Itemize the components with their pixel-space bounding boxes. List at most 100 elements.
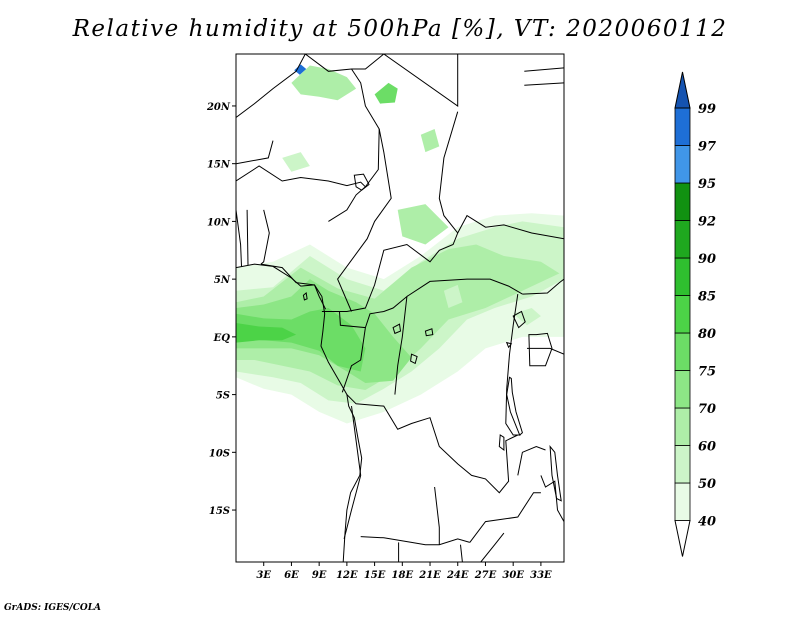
lon-tick-label: 33E: [530, 570, 552, 581]
country-boundary: [540, 475, 564, 522]
colorbar: 40 50 60 70 75 80 85 90 92 95 97 99: [674, 71, 716, 557]
colorbar-segment-40: [674, 482, 691, 521]
lake-outline: [498, 434, 505, 452]
humidity-area-60: [291, 65, 357, 101]
colorbar-segment-90: [674, 220, 691, 259]
lon-tick-label: 6E: [284, 570, 299, 581]
colorbar-label: 97: [698, 140, 716, 155]
colorbar-segment-97: [674, 107, 691, 146]
lon-tick-label: 24E: [446, 570, 469, 581]
map-title: Relative humidity at 500hPa [%], VT: 202…: [72, 16, 728, 42]
country-boundary: [343, 406, 362, 540]
country-boundary: [346, 394, 519, 494]
country-boundary: [339, 311, 366, 393]
country-boundary: [434, 486, 440, 545]
map-frame: [235, 53, 565, 563]
lon-tick-label: 21E: [418, 570, 441, 581]
humidity-area-60: [397, 204, 449, 245]
country-boundary: [517, 445, 546, 476]
country-boundary: [383, 54, 459, 107]
lake-outline: [392, 323, 402, 335]
humidity-area-50: [443, 284, 463, 308]
country-boundary: [236, 54, 306, 118]
lat-tick-label: 15S: [209, 506, 230, 517]
colorbar-label: 85: [698, 290, 716, 305]
country-boundary: [260, 263, 327, 310]
lake-outline: [424, 328, 434, 337]
colorbar-label: 80: [698, 327, 716, 342]
lon-tick-label: 9E: [312, 570, 327, 581]
axis-ticks: 3E 6E 9E 12E 15E 18E 21E 24E 27E 30E 33E 20N 15N 10N 5…: [206, 102, 552, 581]
humidity-area-75: [374, 82, 398, 104]
colorbar-top-triangle: [674, 71, 691, 109]
country-boundary: [524, 67, 564, 72]
colorbar-label: 50: [698, 477, 716, 492]
colorbar-segment-85: [674, 257, 691, 296]
lon-tick-label: 27E: [474, 570, 497, 581]
lat-tick-label: 15N: [207, 160, 231, 171]
lat-tick-label: 20N: [206, 102, 231, 113]
colorbar-label: 90: [698, 252, 716, 267]
country-boundary: [457, 214, 564, 240]
lat-tick-label: 5N: [214, 275, 231, 286]
lon-tick-label: 30E: [502, 570, 524, 581]
country-boundary: [236, 140, 274, 165]
credit-label: GrADS: IGES/COLA: [4, 603, 102, 613]
colorbar-segment-95: [674, 145, 691, 184]
country-boundary: [321, 111, 459, 312]
country-boundary: [360, 536, 470, 546]
humidity-area-50: [282, 152, 310, 172]
colorbar-label: 60: [698, 440, 716, 455]
coastline: [236, 263, 363, 562]
country-boundary: [505, 294, 521, 436]
country-boundary: [527, 347, 564, 355]
lon-tick-label: 18E: [392, 570, 414, 581]
humidity-area-97: [294, 64, 307, 75]
country-boundary: [460, 544, 463, 562]
colorbar-segment-92: [674, 182, 691, 221]
map-content: [236, 54, 564, 562]
humidity-area-80: [236, 323, 297, 343]
lake-outline: [410, 353, 418, 365]
country-boundary: [236, 209, 242, 267]
colorbar-label: 40: [698, 515, 716, 530]
colorbar-label: 95: [698, 177, 716, 192]
colorbar-segment-70: [674, 370, 691, 409]
humidity-area-60: [420, 129, 440, 153]
country-boundary: [480, 532, 505, 562]
lake-outline: [528, 332, 553, 367]
country-boundary: [337, 128, 392, 312]
country-boundary: [524, 82, 564, 86]
humidity-area-75: [236, 308, 366, 372]
lon-tick-label: 15E: [364, 570, 386, 581]
colorbar-segment-75: [674, 332, 691, 371]
colorbar-bottom-triangle: [674, 520, 691, 557]
colorbar-segment-50: [674, 445, 691, 484]
country-boundary: [364, 295, 408, 395]
lake-outline: [302, 292, 308, 301]
lake-outline: [505, 341, 513, 349]
colorbar-segment-80: [674, 295, 691, 334]
colorbar-label: 92: [698, 215, 716, 230]
colorbar-label: 70: [698, 402, 716, 417]
lon-tick-label: 12E: [336, 570, 358, 581]
country-boundary: [469, 492, 541, 543]
lake-outline: [512, 310, 526, 329]
lat-tick-label: 5S: [216, 391, 230, 402]
lake-outline: [353, 173, 370, 191]
lon-tick-label: 3E: [256, 570, 271, 581]
country-boundary: [260, 209, 270, 265]
colorbar-label: 99: [698, 102, 716, 117]
country-boundary: [406, 278, 523, 297]
country-boundary: [236, 165, 366, 188]
lat-tick-label: 10N: [207, 217, 231, 228]
lat-tick-label: 10S: [209, 448, 230, 459]
colorbar-label: 75: [698, 365, 716, 380]
country-boundary: [246, 209, 249, 266]
colorbar-segment-60: [674, 407, 691, 446]
country-boundary: [328, 68, 380, 222]
country-boundary: [522, 278, 564, 295]
lake-outline: [506, 376, 523, 436]
lake-outline: [549, 444, 562, 502]
